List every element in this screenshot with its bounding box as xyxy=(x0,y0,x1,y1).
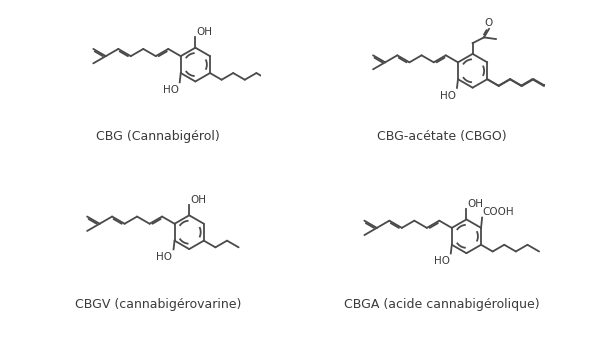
Text: HO: HO xyxy=(440,91,456,100)
Text: OH: OH xyxy=(196,27,212,37)
Text: OH: OH xyxy=(190,195,206,204)
Text: CBGA (acide cannabigérolique): CBGA (acide cannabigérolique) xyxy=(344,298,539,311)
Text: HO: HO xyxy=(157,252,172,262)
Text: CBG (Cannabigérol): CBG (Cannabigérol) xyxy=(97,130,220,143)
Text: O: O xyxy=(484,18,492,28)
Text: HO: HO xyxy=(163,85,179,95)
Text: CBGV (cannabigérovarine): CBGV (cannabigérovarine) xyxy=(75,298,241,311)
Text: HO: HO xyxy=(434,256,450,266)
Text: OH: OH xyxy=(467,199,484,209)
Text: COOH: COOH xyxy=(483,207,514,217)
Text: CBG-acétate (CBGO): CBG-acétate (CBGO) xyxy=(377,130,506,143)
